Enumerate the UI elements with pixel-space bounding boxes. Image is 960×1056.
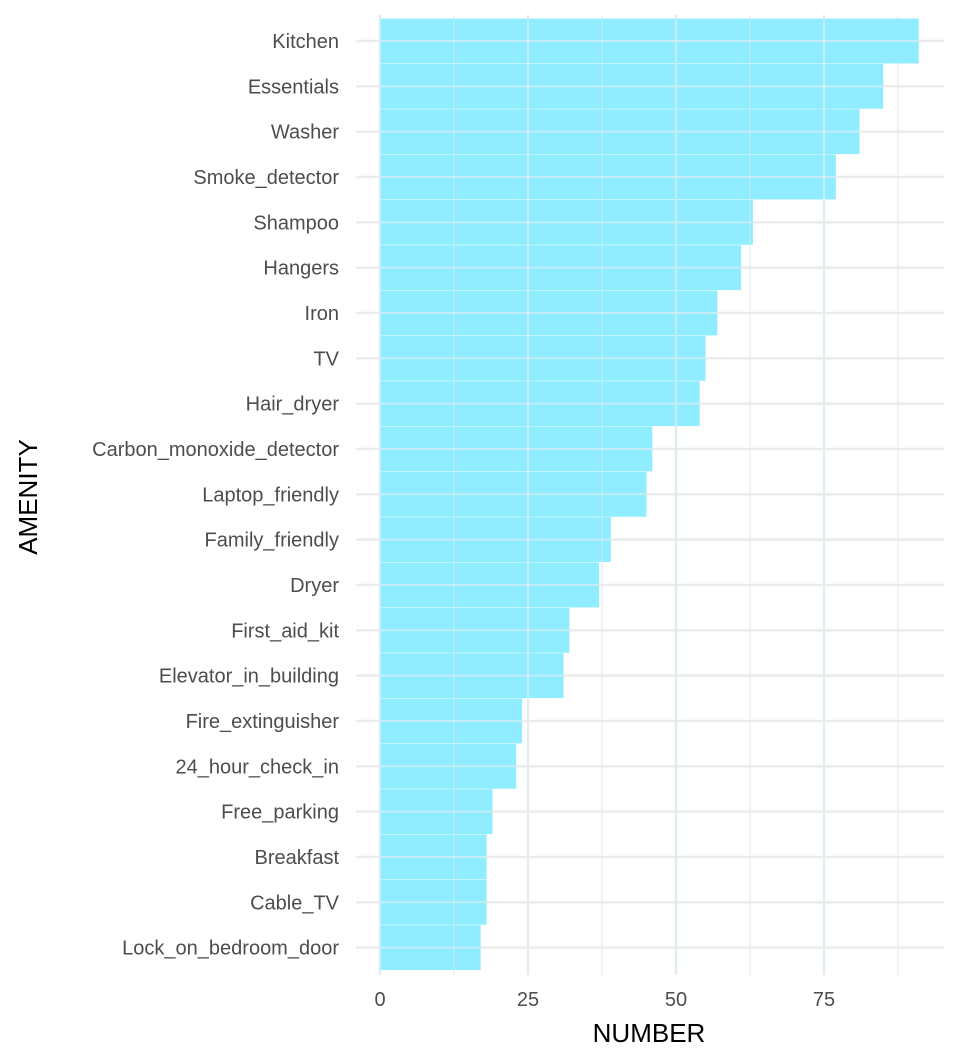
y-tick-label: Kitchen xyxy=(272,31,339,53)
y-tick-labels: Kitchen Essentials Washer Smoke_detector Sha… xyxy=(92,31,339,960)
x-tick-label: 0 xyxy=(374,989,385,1011)
y-tick-label: TV xyxy=(313,348,339,370)
y-tick-label: Lock_on_bedroom_door xyxy=(122,938,339,960)
y-tick-label: Essentials xyxy=(248,76,339,98)
x-axis-title: NUMBER xyxy=(593,1018,706,1048)
x-tick-label: 50 xyxy=(665,989,687,1011)
y-tick-label: Washer xyxy=(271,122,340,144)
y-tick-label: Laptop_friendly xyxy=(202,484,339,506)
x-tick-labels: 0 25 50 75 xyxy=(374,989,835,1011)
y-tick-label: Dryer xyxy=(290,575,339,597)
y-tick-label: Elevator_in_building xyxy=(159,666,339,688)
y-tick-label: Family_friendly xyxy=(205,530,339,552)
x-tick-label: 75 xyxy=(813,989,835,1011)
y-tick-label: First_aid_kit xyxy=(231,620,339,642)
y-tick-label: Iron xyxy=(305,303,339,325)
bars xyxy=(379,15,919,975)
y-tick-label: Hair_dryer xyxy=(246,394,340,416)
y-tick-label: Breakfast xyxy=(255,847,340,869)
y-tick-label: Free_parking xyxy=(221,802,339,824)
x-tick-label: 25 xyxy=(517,989,539,1011)
y-tick-label: Fire_extinguisher xyxy=(186,711,340,733)
y-tick-label: 24_hour_check_in xyxy=(176,756,339,778)
y-tick-label: Smoke_detector xyxy=(193,167,339,189)
y-tick-label: Shampoo xyxy=(253,212,339,234)
y-tick-label: Carbon_monoxide_detector xyxy=(92,439,339,461)
y-tick-label: Cable_TV xyxy=(250,892,340,914)
y-axis-title: AMENITY xyxy=(13,439,43,555)
y-tick-label: Hangers xyxy=(263,258,339,280)
